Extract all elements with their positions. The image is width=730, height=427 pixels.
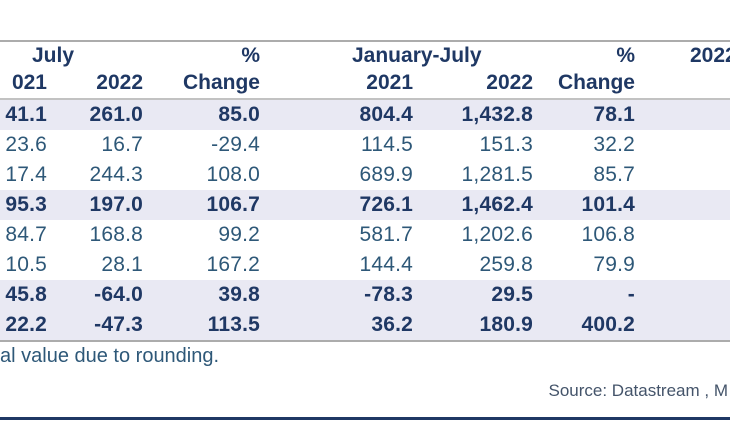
table-cell: 1,281.5 [461,163,533,186]
table-cell-empty [635,100,730,130]
table-cell: 108.0 [206,163,260,186]
bottom-navy-rule [0,417,730,420]
header-pct-change-right: % [616,44,635,67]
table-cell: 32.2 [593,133,635,156]
table-subheader-row: 021 2022 Change 2021 2022 Change [0,68,730,98]
table-cell-empty [635,160,730,190]
header-july: July [31,44,75,67]
table-cell-empty [635,130,730,160]
table-row: 41.1 261.0 85.0 804.4 1,432.8 78.1 [0,100,730,130]
table-cell: 23.6 [5,133,47,156]
table-cell: 10.5 [5,253,47,276]
table-top-border [0,40,730,42]
table-cell: 41.1 [5,103,47,126]
table-cell: -78.3 [364,283,413,306]
subheader-cell: 2021 [366,71,413,94]
table-cell: 261.0 [89,103,143,126]
table-cell: 167.2 [206,253,260,276]
table-cell: 84.7 [5,223,47,246]
table-cell: 78.1 [593,103,635,126]
table-cell: -29.4 [211,133,260,156]
subheader-cell: 2022 [96,71,143,94]
table-cell: 79.9 [593,253,635,276]
table-cell: 114.5 [361,133,413,156]
table-cell: 85.7 [593,163,635,186]
table-cell: 95.3 [5,193,47,216]
subheader-cell: 2022 [486,71,533,94]
table-cell: 28.1 [101,253,143,276]
header-pct-change-left: % [241,44,260,67]
table-cell: 106.8 [581,223,635,246]
table-cell: 689.9 [359,163,413,186]
subheader-cell: Change [557,71,635,94]
table-cell: 804.4 [359,103,413,126]
source-attribution: Source: Datastream , M [548,381,728,400]
table-cell: 400.2 [581,313,635,336]
table-bottom-border [0,340,730,342]
subheader-cell-empty [635,68,730,98]
table-cell: 168.8 [89,223,143,246]
table-cell-empty [635,310,730,340]
table-cell: 581.7 [359,223,413,246]
table-cell: 16.7 [101,133,143,156]
rounding-footnote: al value due to rounding. [0,345,220,367]
table-row: 22.2 -47.3 113.5 36.2 180.9 400.2 [0,310,730,340]
table-cell: 1,202.6 [461,223,533,246]
table-cell-empty [635,280,730,310]
table-row: 45.8 -64.0 39.8 -78.3 29.5 - [0,280,730,310]
table-cell: 39.8 [218,283,260,306]
table-cell: 197.0 [89,193,143,216]
table-cell: 45.8 [5,283,47,306]
table-cell: 259.8 [479,253,533,276]
table-cell: 29.5 [491,283,533,306]
table-cell: 180.9 [479,313,533,336]
table-cell: 101.4 [581,193,635,216]
table-cell: 22.2 [5,313,47,336]
table-cell: 1,462.4 [461,193,533,216]
table-cell: 106.7 [206,193,260,216]
table-body: 41.1 261.0 85.0 804.4 1,432.8 78.1 23.6 16.7 -29… [0,100,730,340]
table-row: 23.6 16.7 -29.4 114.5 151.3 32.2 [0,130,730,160]
table-cell: 85.0 [218,103,260,126]
table-cell: 151.3 [479,133,533,156]
table-cell: - [627,283,635,306]
header-january-july: January-July [352,44,482,67]
table-cell: 1,432.8 [461,103,533,126]
header-far-right-year: 2022 [690,44,730,67]
table-row: 10.5 28.1 167.2 144.4 259.8 79.9 [0,250,730,280]
table-cell: -64.0 [94,283,143,306]
table-header-row-groups: July % January-July % 2022 [0,42,730,70]
table-cell: 244.3 [89,163,143,186]
subheader-cell: 021 [11,71,47,94]
table-cell-empty [635,190,730,220]
table-cell: -47.3 [94,313,143,336]
table-row: 17.4 244.3 108.0 689.9 1,281.5 85.7 [0,160,730,190]
table-cell: 113.5 [207,313,260,336]
table-cell: 36.2 [371,313,413,336]
table-cell-empty [635,250,730,280]
table-cell: 144.4 [359,253,413,276]
table-row: 84.7 168.8 99.2 581.7 1,202.6 106.8 [0,220,730,250]
table-cell: 17.4 [5,163,47,186]
table-cell: 99.2 [218,223,260,246]
table-row: 95.3 197.0 106.7 726.1 1,462.4 101.4 [0,190,730,220]
table-cell: 726.1 [359,193,413,216]
table-cell-empty [635,220,730,250]
subheader-cell: Change [182,71,260,94]
header-divider-line [0,98,730,100]
